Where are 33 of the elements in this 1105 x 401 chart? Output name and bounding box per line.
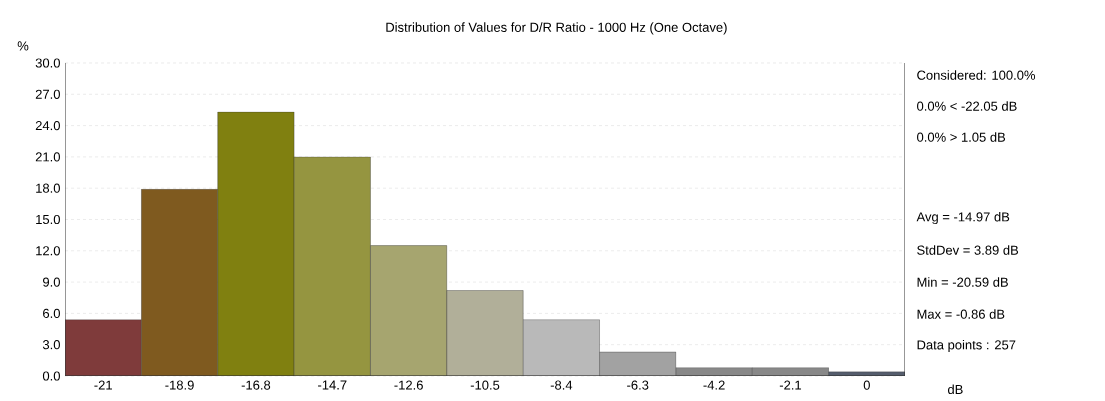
- x-tick-label: -18.9: [165, 380, 194, 390]
- x-tick-label: -8.4: [550, 380, 573, 390]
- x-axis-title: dB: [947, 384, 963, 395]
- text: StdDev = 3.89 dB: [917, 245, 1019, 255]
- y-tick-label: 18.0: [36, 183, 60, 193]
- x-tick-label: -16.8: [241, 380, 271, 390]
- text: Min = -20.59 dB: [917, 277, 1008, 287]
- chart-title: Distribution of Values for D/R Ratio - 1000 Hz (One Octave): [386, 22, 727, 35]
- text: Considered: 100.0%: [917, 70, 1036, 80]
- x-tick-label: -14.7: [318, 380, 347, 390]
- text: Data points : 257: [917, 339, 1016, 353]
- y-tick-label: 9.0: [43, 277, 60, 287]
- text: 0.0% < -22.05 dB: [917, 101, 1017, 111]
- y-tick-label: 27.0: [35, 89, 60, 99]
- x-tick-label: -12.6: [394, 380, 423, 390]
- x-tick-label: -2.1: [779, 380, 802, 390]
- y-tick-label: 0.0: [42, 371, 60, 381]
- y-tick-label: 6.0: [43, 308, 60, 318]
- y-tick-label: 12.0: [36, 246, 60, 256]
- text: Max = -0.86 dB: [917, 309, 1005, 319]
- x-tick-label: -4.2: [703, 380, 725, 390]
- x-tick-label: -10.5: [470, 380, 500, 390]
- y-tick-label: 3.0: [42, 340, 60, 350]
- y-tick-label: 30.0: [35, 58, 60, 68]
- x-tick-label: -6.3: [627, 380, 649, 390]
- text: Avg = -14.97 dB: [916, 211, 1010, 225]
- text: 0.0% > 1.05 dB: [917, 132, 1006, 142]
- y-tick-label: 21.0: [35, 152, 60, 162]
- x-tick-label: -21: [94, 380, 112, 390]
- y-tick-label: 24.0: [35, 120, 60, 131]
- x-tick-label: 0: [863, 380, 870, 390]
- y-tick-label: 15.0: [36, 214, 60, 225]
- y-axis-title: %: [17, 41, 29, 51]
